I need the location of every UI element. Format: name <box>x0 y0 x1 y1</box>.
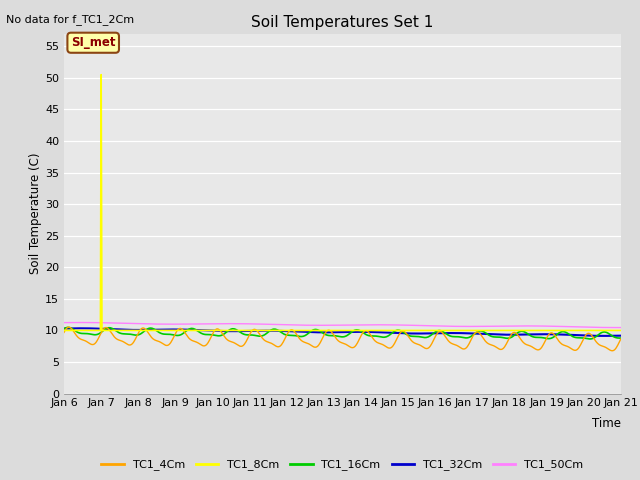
TC1_8Cm <box>128 327 136 333</box>
TC1_50Cm <box>185 321 193 327</box>
TC1_32Cm <box>617 333 625 338</box>
TC1_32Cm <box>214 328 222 334</box>
TC1_8Cm <box>214 327 222 333</box>
TC1_16Cm <box>586 336 594 342</box>
TC1_8Cm <box>411 327 419 333</box>
TC1_8Cm <box>185 327 193 333</box>
Text: SI_met: SI_met <box>71 36 115 49</box>
Line: TC1_4Cm: TC1_4Cm <box>64 327 621 351</box>
Legend: TC1_4Cm, TC1_8Cm, TC1_16Cm, TC1_32Cm, TC1_50Cm: TC1_4Cm, TC1_8Cm, TC1_16Cm, TC1_32Cm, TC… <box>97 455 588 475</box>
Y-axis label: Soil Temperature (C): Soil Temperature (C) <box>29 153 42 275</box>
TC1_50Cm <box>411 323 419 328</box>
TC1_8Cm <box>70 327 78 333</box>
TC1_16Cm <box>617 335 625 341</box>
TC1_16Cm <box>428 332 435 338</box>
TC1_8Cm <box>97 72 105 78</box>
X-axis label: Time: Time <box>592 417 621 430</box>
TC1_16Cm <box>128 332 136 337</box>
TC1_4Cm <box>65 324 72 330</box>
Title: Soil Temperatures Set 1: Soil Temperatures Set 1 <box>252 15 433 30</box>
TC1_32Cm <box>60 325 68 331</box>
TC1_32Cm <box>128 327 136 333</box>
TC1_32Cm <box>78 325 86 331</box>
TC1_4Cm <box>411 340 419 346</box>
TC1_50Cm <box>214 321 222 326</box>
TC1_16Cm <box>60 326 68 332</box>
Line: TC1_16Cm: TC1_16Cm <box>64 327 621 339</box>
TC1_8Cm <box>617 327 625 333</box>
TC1_32Cm <box>428 331 435 336</box>
Line: TC1_8Cm: TC1_8Cm <box>64 75 621 330</box>
TC1_32Cm <box>599 333 607 339</box>
TC1_50Cm <box>76 320 84 325</box>
TC1_32Cm <box>411 331 419 336</box>
TC1_16Cm <box>185 326 193 332</box>
TC1_4Cm <box>428 342 435 348</box>
TC1_4Cm <box>71 330 79 336</box>
TC1_16Cm <box>71 328 79 334</box>
TC1_50Cm <box>617 324 625 330</box>
Line: TC1_32Cm: TC1_32Cm <box>64 328 621 336</box>
TC1_4Cm <box>214 326 222 332</box>
TC1_32Cm <box>185 327 193 333</box>
TC1_50Cm <box>428 323 435 329</box>
TC1_8Cm <box>428 327 435 333</box>
TC1_16Cm <box>411 334 419 339</box>
TC1_32Cm <box>70 325 78 331</box>
TC1_50Cm <box>128 321 136 326</box>
Line: TC1_50Cm: TC1_50Cm <box>64 323 621 327</box>
TC1_16Cm <box>214 333 222 339</box>
TC1_4Cm <box>609 348 616 354</box>
TC1_16Cm <box>64 324 72 330</box>
TC1_4Cm <box>60 329 68 335</box>
TC1_50Cm <box>60 320 68 325</box>
TC1_50Cm <box>70 320 78 325</box>
Text: No data for f_TC1_2Cm: No data for f_TC1_2Cm <box>6 14 134 25</box>
TC1_4Cm <box>617 336 625 342</box>
TC1_8Cm <box>60 327 68 333</box>
TC1_50Cm <box>614 324 621 330</box>
TC1_4Cm <box>128 341 136 347</box>
TC1_4Cm <box>185 335 193 341</box>
